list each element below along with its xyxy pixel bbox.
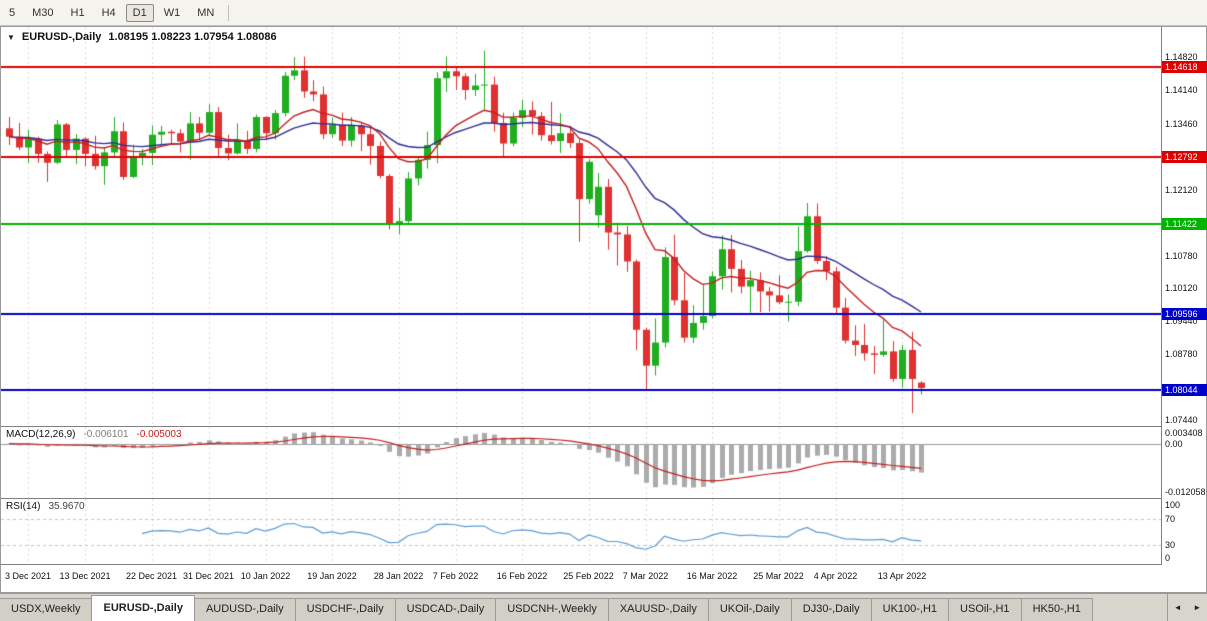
rsi-indicator-label: RSI(14) 35.9670: [6, 501, 85, 512]
price-axis-tick: 1.07440: [1165, 414, 1198, 425]
tab-audusd-daily[interactable]: AUDUSD-,Daily: [193, 598, 296, 621]
tab-usdcnh-weekly[interactable]: USDCNH-,Weekly: [495, 598, 609, 621]
macd-signal-value: -0.005003: [136, 429, 182, 440]
chart-ohlc-values: 1.08195 1.08223 1.07954 1.08086: [108, 31, 277, 43]
macd-indicator-label: MACD(12,26,9) -0.006101 -0.005003: [6, 429, 182, 440]
toolbar-separator: [228, 4, 230, 21]
tab-xauusd-daily[interactable]: XAUUSD-,Daily: [607, 598, 709, 621]
timeframe-toolbar: 5 M30 H1 H4 D1 W1 MN: [0, 0, 1207, 26]
tab-dj30-daily[interactable]: DJ30-,Daily: [790, 598, 872, 621]
tabs-scroll-left-icon[interactable]: ◄: [1168, 594, 1188, 621]
price-axis-tick: 1.14820: [1165, 52, 1198, 63]
timeframe-w1-button[interactable]: W1: [157, 4, 188, 22]
timeframe-d1-button[interactable]: D1: [125, 3, 154, 22]
chart-title: ▼ EURUSD-,Daily 1.08195 1.08223 1.07954 …: [7, 31, 277, 43]
date-axis-label: 25 Mar 2022: [753, 571, 804, 581]
chart-window: ▼ EURUSD-,Daily 1.08195 1.08223 1.07954 …: [0, 26, 1207, 593]
tab-uk100-h1[interactable]: UK100-,H1: [870, 598, 950, 621]
rsi-indicator-canvas[interactable]: [1, 499, 1161, 564]
macd-name: MACD(12,26,9): [6, 429, 76, 440]
date-axis-label: 7 Feb 2022: [432, 571, 479, 581]
macd-axis-tick: -0.012058: [1165, 487, 1206, 497]
tabs-scroll-right-icon[interactable]: ►: [1187, 594, 1207, 621]
date-axis-label: 19 Jan 2022: [307, 571, 357, 581]
price-axis-tick: 1.14140: [1165, 85, 1198, 96]
timeframe-m5-button[interactable]: 5: [2, 4, 22, 22]
rsi-axis-tick: 30: [1165, 539, 1176, 550]
macd-axis-tick: 0.00: [1165, 438, 1183, 449]
price-axis-tick: 1.10780: [1165, 250, 1198, 261]
date-axis-label: 28 Jan 2022: [373, 571, 424, 581]
price-macd-pane-separator[interactable]: [1, 426, 1206, 427]
date-axis-label: 16 Mar 2022: [686, 571, 738, 581]
price-axis: 1.14820 1.14140 1.13460 1.12120 1.10780 1.101…: [1161, 27, 1207, 592]
price-chart-canvas[interactable]: [1, 27, 1161, 426]
macd-indicator-canvas[interactable]: [1, 427, 1161, 498]
timeframe-m30-button[interactable]: M30: [25, 4, 60, 22]
price-axis-tick: 1.13460: [1165, 118, 1198, 129]
price-level-badge: 1.08044: [1162, 384, 1207, 397]
price-axis-tick: 1.12120: [1165, 184, 1198, 195]
rsi-axis-tick: 100: [1165, 500, 1181, 510]
price-axis-tick: 1.10120: [1165, 283, 1198, 294]
price-level-badge: 1.12792: [1162, 150, 1207, 163]
rsi-name: RSI(14): [6, 501, 41, 512]
price-axis-tick: 1.08780: [1165, 348, 1198, 359]
tab-usdcad-daily[interactable]: USDCAD-,Daily: [394, 598, 497, 621]
tab-usdchf-daily[interactable]: USDCHF-,Daily: [294, 598, 396, 621]
timeframe-mn-button[interactable]: MN: [190, 4, 221, 22]
chart-tabs-bar: USDX,Weekly EURUSD-,Daily AUDUSD-,Daily USD…: [0, 593, 1207, 621]
symbol-dropdown-icon[interactable]: ▼: [7, 32, 15, 42]
date-axis-label: 13 Apr 2022: [877, 571, 927, 581]
tab-usdx-weekly[interactable]: USDX,Weekly: [0, 598, 93, 621]
tab-usoil-h1[interactable]: USOil-,H1: [948, 598, 1022, 621]
time-axis: 3 Dec 2021 13 Dec 2021 22 Dec 2021 31 Dec 2…: [1, 565, 1206, 592]
rsi-value: 35.9670: [48, 501, 85, 512]
macd-axis-tick: 0.003408: [1165, 428, 1203, 438]
price-level-badge: 1.11422: [1162, 218, 1207, 231]
date-axis-label: 3 Dec 2021: [4, 571, 52, 581]
tabs-strip: USDX,Weekly EURUSD-,Daily AUDUSD-,Daily USD…: [0, 594, 1167, 621]
rsi-axis-tick: 70: [1165, 513, 1176, 524]
price-axis-tick: 1.09440: [1165, 316, 1198, 327]
timeframe-h4-button[interactable]: H4: [95, 4, 123, 22]
macd-rsi-pane-separator[interactable]: [1, 498, 1206, 499]
tab-scrollers: ◄ ►: [1167, 594, 1207, 621]
date-axis-label: 31 Dec 2021: [182, 571, 235, 581]
date-axis-label: 22 Dec 2021: [125, 571, 178, 581]
date-axis-label: 16 Feb 2022: [496, 571, 548, 581]
date-axis-label: 13 Dec 2021: [59, 571, 111, 581]
tab-ukoil-daily[interactable]: UKOil-,Daily: [707, 598, 792, 621]
price-level-badge: 1.09596: [1162, 307, 1207, 320]
price-level-badge: 1.14618: [1162, 60, 1207, 73]
date-axis-label: 25 Feb 2022: [563, 571, 614, 581]
chart-symbol-label: EURUSD-,Daily: [21, 31, 102, 43]
tab-hk50-h1[interactable]: HK50-,H1: [1020, 598, 1093, 621]
rsi-axis-tick: 0: [1165, 553, 1171, 563]
macd-main-value: -0.006101: [83, 429, 129, 440]
date-axis-label: 10 Jan 2022: [240, 571, 291, 581]
timeframe-h1-button[interactable]: H1: [64, 4, 92, 22]
date-axis-label: 4 Apr 2022: [813, 571, 858, 581]
tab-eurusd-daily[interactable]: EURUSD-,Daily: [91, 595, 195, 621]
date-axis-label: 7 Mar 2022: [622, 571, 669, 581]
time-axis-baseline: [1, 564, 1206, 565]
